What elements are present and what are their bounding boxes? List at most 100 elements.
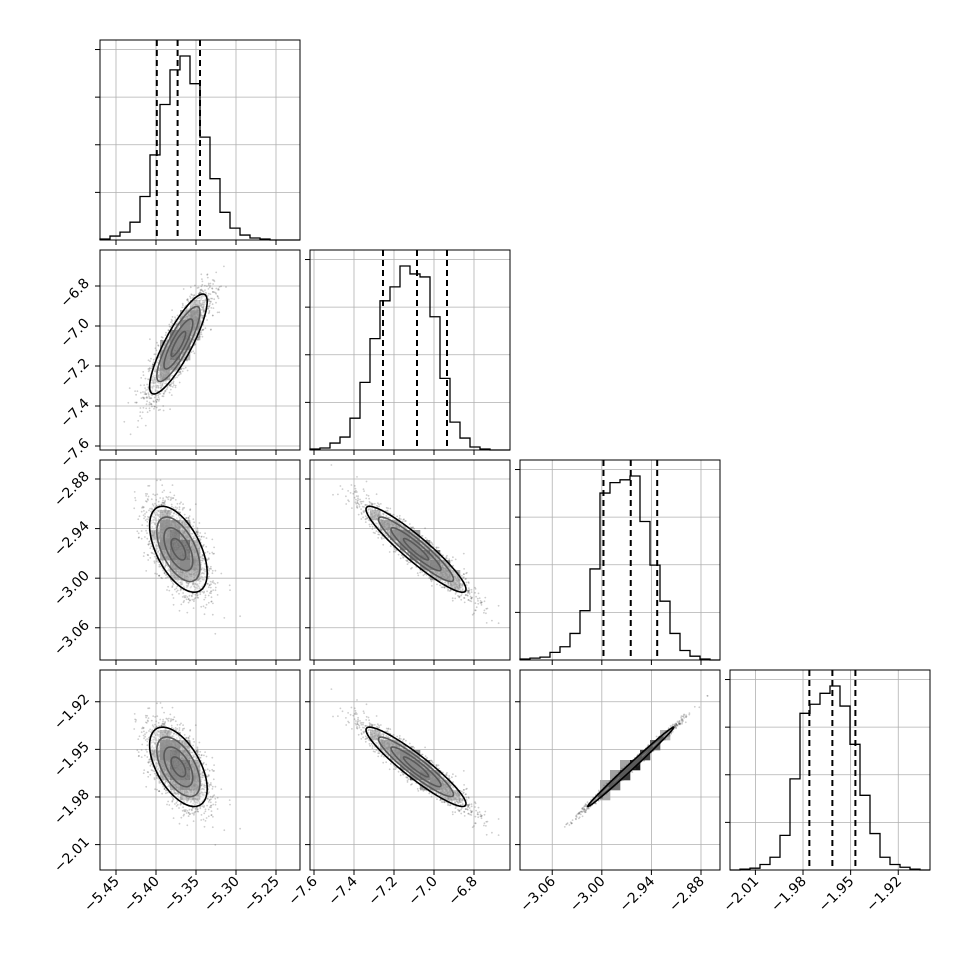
sample-point [142,514,145,517]
sample-point [161,384,164,386]
sample-point [191,331,194,334]
sample-point [170,332,172,334]
sample-point [177,353,180,356]
sample-point [154,502,156,505]
sample-point [170,361,172,363]
sample-point [159,370,161,373]
sample-point [193,339,195,341]
sample-point [165,347,168,349]
sample-point [166,365,169,368]
sample-point [182,328,185,331]
sample-point [200,305,203,308]
sample-point [206,285,208,287]
sample-point [193,352,196,355]
sample-point [189,325,191,328]
sample-point [214,589,217,592]
sample-point [196,309,198,312]
sample-point [159,372,161,375]
sample-point [152,376,155,379]
sample-point [143,397,145,400]
sample-point [180,321,183,324]
sample-point [180,317,182,319]
sample-point [155,401,158,403]
sample-point [201,280,204,283]
sample-point [189,311,192,314]
sample-point [160,350,163,353]
sample-point [187,322,190,325]
sample-point [201,329,204,331]
sample-point [180,337,182,340]
sample-point [192,310,195,312]
sample-point [161,501,164,504]
sample-point [181,321,183,324]
sample-point [173,352,176,354]
sample-point [183,325,186,328]
sample-point [166,359,169,362]
sample-point [173,357,176,360]
sample-point [171,368,174,371]
sample-point [190,310,193,313]
sample-point [215,287,218,290]
sample-point [157,382,160,384]
sample-point [216,311,219,314]
sample-point [144,536,146,538]
sample-point [196,317,199,320]
sample-point [148,509,150,512]
sample-point [179,339,182,341]
sample-point [186,334,189,336]
sample-point [145,397,148,399]
contour-line [148,293,209,395]
sample-point [186,315,189,318]
sample-point [197,336,200,339]
sample-point [157,384,159,387]
sample-point [202,314,204,317]
sample-point [179,317,182,320]
sample-point [199,291,201,294]
sample-point [142,406,145,409]
sample-point [160,386,163,388]
sample-point [199,296,201,299]
sample-point [185,346,187,349]
sample-point [163,344,166,346]
sample-point [178,352,180,355]
sample-point [189,322,192,325]
sample-point [188,316,191,319]
sample-point [198,297,201,299]
sample-point [150,367,152,370]
sample-point [195,304,198,306]
sample-point [179,330,181,333]
sample-point [170,359,173,362]
sample-point [153,378,156,380]
sample-point [175,349,177,352]
sample-point [187,333,190,336]
sample-point [189,322,191,325]
sample-point [204,606,207,609]
sample-point [154,347,157,350]
sample-point [167,357,169,360]
sample-point [167,364,170,367]
scatter-1-0-ytick-label: −7.2 [57,356,92,391]
sample-point [151,386,154,389]
sample-point [180,501,182,504]
sample-point [181,337,183,340]
sample-point [209,301,212,303]
sample-point [160,371,163,374]
sample-point [161,377,163,379]
sample-point [149,507,151,510]
sample-point [182,321,184,324]
sample-point [148,367,151,370]
sample-point [179,339,182,342]
sample-point [145,407,148,410]
sample-point [186,309,189,311]
sample-point [202,307,205,309]
sample-point [164,371,167,374]
sample-point [162,373,165,376]
sample-point [180,337,182,340]
sample-point [193,313,196,315]
sample-point [164,342,167,345]
sample-point [173,347,176,350]
scatter-2-0-ytick-label: −2.88 [51,469,93,511]
sample-point [166,345,169,348]
sample-point [152,380,155,383]
